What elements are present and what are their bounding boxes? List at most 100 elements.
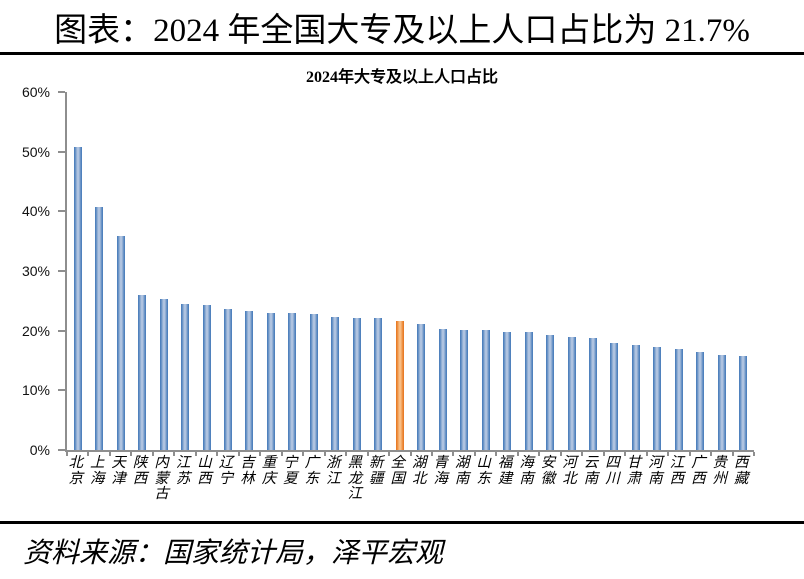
- x-axis-label-char: 藏: [734, 470, 749, 487]
- x-tick-mark: [710, 452, 713, 456]
- y-tick-mark: [58, 329, 65, 332]
- x-axis-label-char: 夏: [283, 470, 298, 487]
- x-axis-label-char: 川: [605, 470, 620, 487]
- x-axis-label-char: 西: [669, 470, 685, 487]
- x-axis-label-广西: 广西: [688, 455, 709, 487]
- x-tick-mark: [194, 452, 197, 456]
- bar-湖北: [417, 324, 426, 450]
- x-axis-label-char: 青: [433, 455, 448, 471]
- x-axis-label-char: 南: [454, 470, 470, 487]
- x-axis-label-char: 全: [390, 455, 406, 471]
- y-tick-mark: [58, 91, 65, 93]
- bar-河南: [653, 346, 662, 450]
- x-axis-label-char: 国: [390, 470, 406, 487]
- bottom-divider: [0, 521, 804, 524]
- bar-吉林: [245, 310, 254, 450]
- x-axis-label-全国: 全国: [387, 455, 408, 487]
- x-axis-label-char: 天: [111, 455, 126, 471]
- x-axis-label-char: 古: [154, 486, 169, 502]
- x-tick-mark: [366, 452, 369, 456]
- x-axis-label-char: 安: [540, 455, 556, 471]
- x-axis-label-浙江: 浙江: [323, 455, 344, 487]
- bar-甘肃: [631, 345, 640, 450]
- x-axis-label-char: 云: [583, 455, 599, 471]
- x-tick-mark: [645, 452, 648, 456]
- top-divider: [0, 52, 804, 55]
- bar-北京: [73, 146, 82, 450]
- x-axis-label-char: 甘: [626, 455, 642, 471]
- y-tick-mark: [58, 270, 65, 272]
- x-axis-label-河北: 河北: [559, 455, 580, 487]
- x-axis-label-char: 辽: [218, 455, 234, 471]
- x-axis-label-char: 江: [669, 455, 685, 471]
- plot-area: [58, 91, 755, 456]
- bar-江西: [674, 349, 683, 450]
- y-tick-label: 60%: [21, 84, 50, 100]
- x-axis-label-char: 广: [691, 455, 706, 471]
- x-axis-label-char: 黑: [347, 455, 363, 471]
- x-axis-label-江苏: 江苏: [172, 455, 193, 487]
- x-axis-label-char: 南: [583, 470, 599, 487]
- x-axis-label-湖南: 湖南: [451, 455, 472, 487]
- x-axis-label-char: 贵: [712, 455, 728, 471]
- x-axis-label-青海: 青海: [430, 455, 451, 487]
- bar-山西: [202, 305, 211, 450]
- x-axis-label-福建: 福建: [494, 455, 515, 487]
- bar-海南: [524, 332, 533, 450]
- x-axis-label-char: 海: [519, 455, 534, 471]
- x-axis-label-贵州: 贵州: [709, 455, 730, 487]
- x-axis-label-char: 宁: [283, 455, 298, 471]
- x-tick-mark: [731, 452, 734, 456]
- x-axis-label-char: 京: [68, 470, 83, 487]
- x-axis-label-char: 海: [433, 470, 448, 487]
- bar-青海: [438, 329, 447, 450]
- x-tick-mark: [130, 452, 133, 456]
- bar-陕西: [138, 294, 147, 450]
- x-tick-mark: [87, 452, 90, 456]
- y-tick-mark: [58, 389, 65, 392]
- x-axis-label-新疆: 新疆: [366, 455, 387, 487]
- x-axis-label-char: 湖: [411, 455, 427, 471]
- x-tick-mark: [259, 452, 262, 456]
- x-axis-label-宁夏: 宁夏: [280, 455, 301, 487]
- x-axis-label-char: 东: [476, 470, 491, 487]
- x-axis-label-西藏: 西藏: [731, 455, 752, 487]
- x-axis-label-char: 州: [712, 470, 728, 487]
- x-axis-label-char: 北: [411, 470, 427, 487]
- x-axis-label-char: 山: [476, 455, 491, 471]
- source-text: 资料来源：国家统计局，泽平宏观: [23, 538, 444, 569]
- x-axis-label-陕西: 陕西: [129, 455, 150, 487]
- x-tick-mark: [581, 452, 584, 456]
- x-axis-label-上海: 上海: [86, 455, 107, 487]
- x-axis-label-重庆: 重庆: [258, 455, 279, 487]
- bar-山东: [481, 330, 490, 450]
- x-tick-mark: [388, 452, 391, 456]
- x-axis-label-四川: 四川: [602, 455, 623, 487]
- bar-福建: [503, 332, 512, 450]
- x-axis-label-海南: 海南: [516, 455, 537, 487]
- bar-湖南: [460, 330, 469, 450]
- y-tick-mark: [58, 150, 65, 153]
- x-axis-label-char: 河: [648, 455, 663, 471]
- bar-上海: [95, 206, 104, 450]
- y-tick-label: 50%: [21, 143, 50, 160]
- x-axis-label-内蒙古: 内蒙古: [151, 455, 172, 503]
- x-axis-label-char: 西: [691, 470, 706, 487]
- x-axis-label-黑龙江: 黑龙江: [344, 455, 365, 503]
- x-axis-label-char: 南: [519, 470, 534, 487]
- x-axis-label-天津: 天津: [108, 455, 129, 487]
- x-axis-label-char: 吉: [240, 455, 255, 471]
- x-axis-label-char: 江: [326, 470, 341, 487]
- x-axis-label-char: 宁: [218, 470, 234, 487]
- page-title: 图表：2024 年全国大专及以上人口占比为 21.7%: [54, 13, 750, 49]
- y-tick-label: 20%: [21, 322, 50, 339]
- x-axis-label-char: 四: [605, 455, 620, 471]
- x-axis-label-安徽: 安徽: [537, 455, 558, 487]
- x-tick-mark: [173, 452, 176, 456]
- x-axis-label-char: 江: [347, 486, 363, 502]
- x-tick-mark: [345, 452, 348, 456]
- x-tick-mark: [280, 452, 283, 456]
- bar-云南: [588, 337, 597, 450]
- x-tick-mark: [753, 452, 755, 456]
- x-tick-mark: [473, 452, 476, 456]
